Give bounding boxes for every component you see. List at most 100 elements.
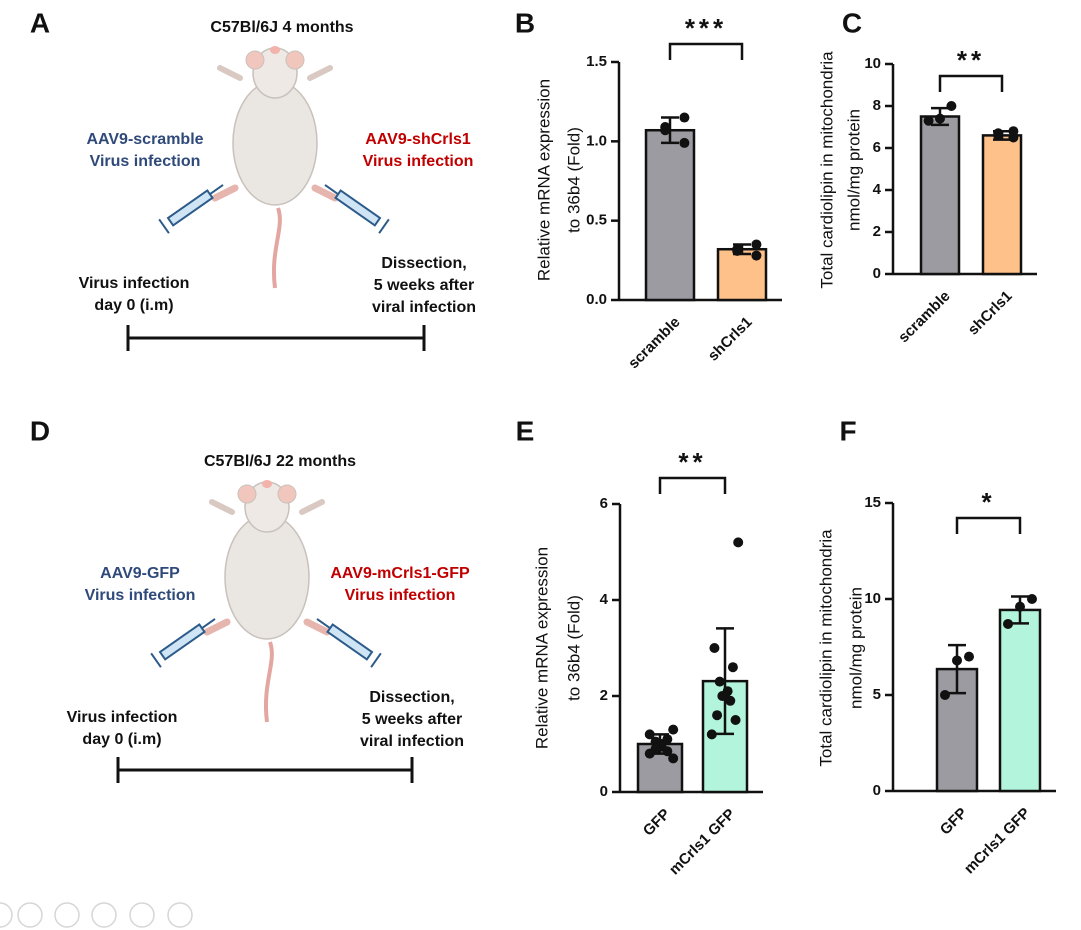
diagram-title: C57Bl/6J 22 months — [204, 453, 356, 470]
data-point — [751, 239, 762, 250]
x-tick-label: scramble — [625, 314, 684, 373]
right-label: Virus infection — [345, 587, 456, 604]
end-label: viral infection — [372, 299, 476, 316]
y-tick-label: 0 — [873, 265, 881, 282]
y-axis-label: to 36b4 (Fold) — [564, 127, 583, 233]
x-tick-label: GFP — [937, 805, 971, 839]
right-label: AAV9-mCrls1-GFP — [330, 565, 470, 582]
y-axis-label: Total cardiolipin in mitochondria — [817, 51, 836, 289]
significance-label: ** — [957, 45, 985, 75]
right-label: Virus infection — [363, 153, 474, 170]
data-point — [712, 710, 723, 721]
y-tick-label: 0 — [600, 783, 608, 800]
y-tick-label: 1.5 — [586, 53, 607, 70]
x-tick-label: mCrls1 GFP — [961, 805, 1034, 878]
data-point — [660, 125, 671, 136]
bar — [644, 128, 696, 302]
significance-label: * — [981, 487, 995, 517]
y-axis-label: nmol/mg protein — [844, 109, 863, 231]
x-tick-label: scramble — [895, 288, 954, 347]
end-label: Dissection, — [381, 255, 466, 272]
significance-bracket — [668, 42, 744, 60]
data-point — [714, 676, 725, 687]
data-point — [725, 695, 736, 706]
start-label: day 0 (i.m) — [82, 731, 161, 748]
y-axis-label: Relative mRNA expression — [534, 79, 553, 281]
significance-bracket — [955, 516, 1022, 534]
end-label: 5 weeks after — [374, 277, 475, 294]
data-point — [733, 537, 744, 548]
panel-label: A — [30, 7, 50, 38]
y-tick-label: 4 — [600, 591, 609, 608]
data-point — [644, 748, 655, 759]
start-label: Virus infection — [67, 709, 178, 726]
panel-label: F — [839, 415, 856, 446]
start-label: Virus infection — [79, 275, 190, 292]
significance-label: ** — [678, 447, 706, 477]
left-label: Virus infection — [85, 587, 196, 604]
right-label: AAV9-shCrls1 — [365, 131, 471, 148]
data-point — [717, 691, 728, 701]
x-tick-label: shCrls1 — [965, 288, 1016, 339]
data-point — [993, 130, 1004, 141]
data-point — [952, 655, 962, 666]
y-tick-label: 0 — [873, 782, 881, 799]
data-point — [940, 690, 950, 700]
data-point — [679, 137, 690, 148]
bar — [998, 608, 1042, 793]
y-tick-label: 5 — [873, 686, 881, 703]
bar — [919, 115, 961, 276]
data-point — [946, 101, 957, 111]
left-label: AAV9-scramble — [86, 131, 203, 148]
data-point — [935, 113, 945, 124]
data-point — [730, 715, 741, 725]
significance-bracket — [658, 476, 727, 494]
y-tick-label: 6 — [600, 495, 608, 512]
x-tick-label: shCrls1 — [705, 314, 756, 365]
y-tick-label: 10 — [864, 590, 881, 607]
y-axis-label: Relative mRNA expression — [532, 547, 551, 749]
data-point — [727, 662, 738, 673]
end-label: Dissection, — [369, 689, 454, 706]
diagram-title: C57Bl/6J 4 months — [210, 19, 353, 36]
y-axis-label: to 36b4 (Fold) — [564, 595, 583, 701]
data-point — [751, 250, 762, 261]
toolbar-icon[interactable] — [91, 902, 117, 928]
toolbar-icon[interactable] — [54, 902, 80, 928]
left-label: Virus infection — [90, 153, 201, 170]
start-label: day 0 (i.m) — [94, 297, 173, 314]
data-point — [662, 746, 673, 757]
data-point — [644, 729, 655, 740]
y-tick-label: 6 — [873, 139, 881, 156]
y-axis-label: nmol/mg protein — [846, 587, 865, 709]
data-point — [1003, 618, 1013, 629]
y-tick-label: 2 — [600, 687, 608, 704]
data-point — [964, 651, 974, 662]
y-tick-label: 2 — [873, 223, 881, 240]
end-label: 5 weeks after — [362, 711, 463, 728]
bar — [981, 134, 1023, 276]
data-point — [1015, 601, 1025, 612]
panel-label: E — [516, 415, 535, 446]
panel-label: C — [842, 7, 862, 38]
significance-bracket — [938, 74, 1004, 92]
left-label: AAV9-GFP — [100, 565, 180, 582]
y-tick-label: 15 — [864, 494, 881, 511]
end-label: viral infection — [360, 733, 464, 750]
x-tick-label: mCrls1 GFP — [666, 806, 739, 879]
data-point — [1008, 132, 1019, 143]
y-tick-label: 10 — [864, 55, 881, 72]
data-point — [732, 245, 743, 256]
y-tick-label: 0.0 — [586, 291, 607, 308]
toolbar-icon[interactable] — [167, 902, 193, 928]
significance-label: *** — [685, 13, 727, 43]
y-tick-label: 4 — [873, 181, 882, 198]
toolbar-icon[interactable] — [0, 902, 13, 928]
toolbar-icon[interactable] — [17, 902, 43, 928]
y-axis-label: Total cardiolipin in mitochondria — [816, 529, 835, 767]
data-point — [1027, 594, 1037, 604]
toolbar-icon[interactable] — [129, 902, 155, 928]
data-point — [709, 643, 720, 653]
